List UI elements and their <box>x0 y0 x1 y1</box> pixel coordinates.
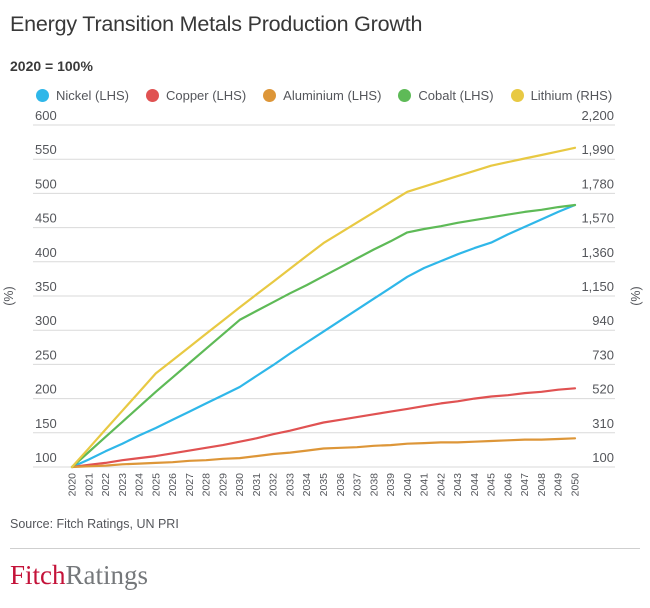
x-axis-tick: 2026 <box>167 473 179 497</box>
aluminium-swatch-icon <box>263 89 277 102</box>
legend-label-nickel: Nickel (LHS) <box>56 88 129 103</box>
series-line-nickel <box>70 203 577 469</box>
right-axis-tick: 730 <box>592 347 614 362</box>
x-axis-tick: 2022 <box>100 473 112 497</box>
left-axis-tick: 250 <box>35 347 57 362</box>
x-axis-tick: 2021 <box>83 473 95 497</box>
x-axis-tick: 2029 <box>217 473 229 497</box>
x-axis-tick: 2048 <box>536 473 548 497</box>
chart-canvas: 600 2,200 550 1,990 500 1,780 450 1,570 400 1,360… <box>2 108 643 497</box>
lithium-swatch-icon <box>510 89 524 102</box>
series-line-copper <box>70 387 577 469</box>
copper-swatch-icon <box>145 89 159 102</box>
x-axis-tick: 2045 <box>486 473 498 497</box>
legend-item-copper[interactable]: Copper (LHS) <box>145 88 247 103</box>
right-axis-tick: 1,570 <box>581 211 614 226</box>
series-line-aluminium <box>70 437 577 469</box>
left-axis-tick: 400 <box>35 245 57 260</box>
left-axis-tick: 550 <box>35 142 57 157</box>
x-axis-tick: 2047 <box>519 473 531 497</box>
right-axis-tick: 1,780 <box>581 176 614 191</box>
left-axis-tick: 200 <box>35 382 57 397</box>
right-axis-title: (%) <box>629 286 643 305</box>
legend-label-cobalt: Cobalt (LHS) <box>418 88 494 103</box>
legend-item-cobalt[interactable]: Cobalt (LHS) <box>398 88 494 103</box>
right-axis-tick: 2,200 <box>581 108 614 123</box>
x-axis-tick: 2037 <box>352 473 364 497</box>
x-axis-tick: 2050 <box>570 473 582 497</box>
left-axis-tick: 100 <box>35 450 57 465</box>
x-axis-tick: 2046 <box>502 473 514 497</box>
x-axis-tick: 2036 <box>335 473 347 497</box>
x-axis-tick: 2049 <box>553 473 565 497</box>
x-axis-tick: 2028 <box>201 473 213 497</box>
chart-title: Energy Transition Metals Production Grow… <box>10 12 423 36</box>
x-axis-tick: 2033 <box>284 473 296 497</box>
legend-item-nickel[interactable]: Nickel (LHS) <box>36 88 129 103</box>
x-axis-tick: 2044 <box>469 473 481 497</box>
x-axis-tick: 2031 <box>251 473 263 497</box>
left-axis-tick: 500 <box>35 176 57 191</box>
left-axis-tick: 300 <box>35 313 57 328</box>
series-line-lithium <box>70 146 577 469</box>
legend-label-aluminium: Aluminium (LHS) <box>283 88 382 103</box>
legend-item-lithium[interactable]: Lithium (RHS) <box>510 88 613 103</box>
left-axis-title: (%) <box>2 286 16 305</box>
right-axis-tick: 310 <box>592 416 614 431</box>
x-axis-tick: 2020 <box>67 473 79 497</box>
legend-label-copper: Copper (LHS) <box>165 88 247 103</box>
legend-label-lithium: Lithium (RHS) <box>530 88 613 103</box>
cobalt-swatch-icon <box>398 89 412 102</box>
x-axis-tick: 2027 <box>184 473 196 497</box>
x-axis-tick: 2032 <box>268 473 280 497</box>
x-axis-tick: 2038 <box>368 473 380 497</box>
x-axis-tick: 2041 <box>419 473 431 497</box>
left-axis-tick: 450 <box>35 211 57 226</box>
left-axis-tick: 150 <box>35 416 57 431</box>
left-axis-tick: 350 <box>35 279 57 294</box>
right-axis-tick: 1,150 <box>581 279 614 294</box>
right-axis-tick: 520 <box>592 382 614 397</box>
x-axis-tick: 2042 <box>435 473 447 497</box>
logo-fitch-text: Fitch <box>10 560 66 590</box>
nickel-swatch-icon <box>36 89 49 102</box>
series-line-cobalt <box>70 203 577 469</box>
x-axis-tick: 2043 <box>452 473 464 497</box>
right-axis-tick: 100 <box>592 450 614 465</box>
chart-subtitle: 2020 = 100% <box>10 58 93 74</box>
right-axis-tick: 1,360 <box>581 245 614 260</box>
source-note: Source: Fitch Ratings, UN PRI <box>10 517 179 531</box>
right-axis-tick: 940 <box>592 313 614 328</box>
x-axis-tick: 2035 <box>318 473 330 497</box>
legend: Nickel (LHS) Copper (LHS) Aluminium (LHS… <box>36 88 612 103</box>
x-axis-tick: 2039 <box>385 473 397 497</box>
x-axis-tick: 2024 <box>134 473 146 497</box>
x-axis-tick: 2025 <box>150 473 162 497</box>
right-axis-tick: 1,990 <box>581 142 614 157</box>
x-axis-tick: 2023 <box>117 473 129 497</box>
logo-ratings-text: Ratings <box>65 560 149 590</box>
x-axis-tick: 2030 <box>234 473 246 497</box>
x-axis-tick: 2040 <box>402 473 414 497</box>
footer-divider <box>10 548 640 549</box>
left-axis-tick: 600 <box>35 108 57 123</box>
x-axis-tick: 2034 <box>301 473 313 497</box>
legend-item-aluminium[interactable]: Aluminium (LHS) <box>263 88 381 103</box>
fitch-ratings-logo: FitchRatings <box>10 560 148 591</box>
